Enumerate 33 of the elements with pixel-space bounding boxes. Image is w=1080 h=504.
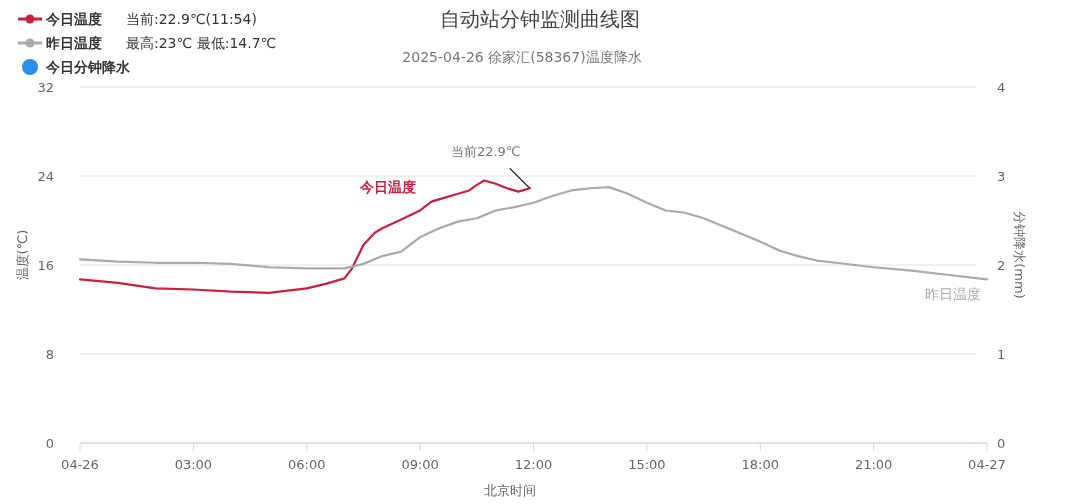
legend-label: 今日温度 xyxy=(45,11,102,27)
x-tick-label: 04-26 xyxy=(61,457,99,472)
x-tick-label: 03:00 xyxy=(174,457,213,472)
y-tick-label: 24 xyxy=(37,169,54,184)
text: 当前:22.9℃(11:54) xyxy=(126,11,257,27)
y2-tick-label: 1 xyxy=(997,347,1006,362)
y2-tick-label: 3 xyxy=(997,169,1006,184)
y-tick-label: 32 xyxy=(37,80,54,95)
x-tick-label: 15:00 xyxy=(628,457,666,472)
y-tick-label: 8 xyxy=(45,347,54,362)
x-tick-label: 04-27 xyxy=(968,457,1006,472)
x-tick-label: 21:00 xyxy=(854,457,893,472)
x-tick-label: 09:00 xyxy=(401,457,439,472)
annotation: 当前22.9℃ xyxy=(450,144,521,160)
chart-subtitle: 2025-04-26 徐家汇(58367)温度降水 xyxy=(402,49,642,65)
y2-tick-label: 4 xyxy=(997,80,1006,95)
y-tick-label: 0 xyxy=(45,436,54,451)
text: 昨日温度 xyxy=(925,286,981,303)
chart-title: 自动站分钟监测曲线图 xyxy=(440,7,640,31)
line-series xyxy=(78,179,531,294)
x-axis-title: 北京时间 xyxy=(484,483,536,498)
legend-label: 昨日温度 xyxy=(46,35,102,51)
y2-tick-label: 0 xyxy=(997,436,1006,451)
text: 最高:23℃ 最低:14.7℃ xyxy=(126,35,277,51)
y2-axis-title: 分钟降水(mm) xyxy=(1012,211,1027,299)
y-axis-title: 温度(℃) xyxy=(15,229,30,281)
y-tick-label: 16 xyxy=(37,258,54,273)
x-tick-label: 06:00 xyxy=(288,457,326,472)
x-tick-label: 12:00 xyxy=(514,457,553,472)
legend-label: 今日分钟降水 xyxy=(45,59,131,75)
y2-tick-label: 2 xyxy=(997,258,1006,273)
text: 今日温度 xyxy=(359,178,416,195)
x-tick-label: 18:00 xyxy=(741,457,779,472)
